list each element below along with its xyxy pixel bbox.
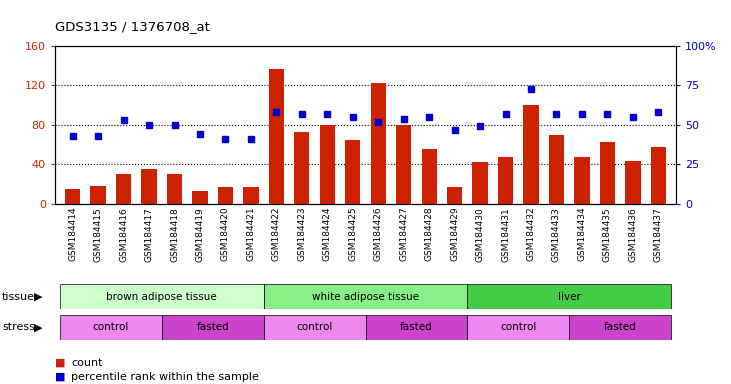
Text: ▶: ▶ xyxy=(34,291,42,302)
Text: ■: ■ xyxy=(55,358,65,368)
Bar xyxy=(60,284,264,309)
Bar xyxy=(366,315,467,340)
Bar xyxy=(319,125,335,204)
Text: fasted: fasted xyxy=(604,322,637,333)
Bar xyxy=(294,132,309,204)
Bar xyxy=(269,69,284,204)
Text: GSM184425: GSM184425 xyxy=(348,207,357,262)
Text: GSM184426: GSM184426 xyxy=(374,207,383,262)
Bar xyxy=(264,284,467,309)
Text: GSM184437: GSM184437 xyxy=(654,207,663,262)
Text: GSM184414: GSM184414 xyxy=(68,207,77,262)
Text: GDS3135 / 1376708_at: GDS3135 / 1376708_at xyxy=(55,20,210,33)
Text: GSM184432: GSM184432 xyxy=(526,207,536,262)
Text: percentile rank within the sample: percentile rank within the sample xyxy=(71,372,259,382)
Text: GSM184416: GSM184416 xyxy=(119,207,128,262)
Text: tissue: tissue xyxy=(2,291,35,302)
Text: GSM184433: GSM184433 xyxy=(552,207,561,262)
Text: control: control xyxy=(500,322,537,333)
Text: count: count xyxy=(71,358,102,368)
Text: GSM184431: GSM184431 xyxy=(501,207,510,262)
Text: GSM184419: GSM184419 xyxy=(195,207,205,262)
Bar xyxy=(467,284,671,309)
Text: GSM184427: GSM184427 xyxy=(399,207,408,262)
Text: GSM184428: GSM184428 xyxy=(425,207,433,262)
Bar xyxy=(575,157,590,204)
Text: GSM184415: GSM184415 xyxy=(94,207,102,262)
Text: control: control xyxy=(93,322,129,333)
Bar xyxy=(472,162,488,204)
Bar xyxy=(625,161,640,204)
Bar xyxy=(243,187,259,204)
Text: stress: stress xyxy=(2,322,35,333)
Bar xyxy=(371,83,386,204)
Text: brown adipose tissue: brown adipose tissue xyxy=(107,291,217,302)
Bar xyxy=(60,315,162,340)
Text: GSM184429: GSM184429 xyxy=(450,207,459,262)
Bar xyxy=(599,142,615,204)
Text: control: control xyxy=(296,322,333,333)
Text: GSM184436: GSM184436 xyxy=(629,207,637,262)
Text: GSM184435: GSM184435 xyxy=(603,207,612,262)
Text: GSM184434: GSM184434 xyxy=(577,207,586,262)
Text: fasted: fasted xyxy=(400,322,433,333)
Text: fasted: fasted xyxy=(197,322,229,333)
Bar xyxy=(141,169,156,204)
Bar xyxy=(569,315,671,340)
Text: GSM184420: GSM184420 xyxy=(221,207,230,262)
Bar xyxy=(422,149,437,204)
Text: GSM184423: GSM184423 xyxy=(298,207,306,262)
Bar xyxy=(345,139,360,204)
Bar xyxy=(192,191,208,204)
Bar xyxy=(162,315,264,340)
Text: GSM184421: GSM184421 xyxy=(246,207,255,262)
Bar xyxy=(467,315,569,340)
Text: ▶: ▶ xyxy=(34,322,42,333)
Text: GSM184422: GSM184422 xyxy=(272,207,281,262)
Bar xyxy=(523,105,539,204)
Bar xyxy=(91,186,106,204)
Bar xyxy=(498,157,513,204)
Bar xyxy=(447,187,462,204)
Bar xyxy=(549,135,564,204)
Text: GSM184417: GSM184417 xyxy=(145,207,154,262)
Bar xyxy=(116,174,132,204)
Text: white adipose tissue: white adipose tissue xyxy=(312,291,419,302)
Bar xyxy=(396,125,412,204)
Bar xyxy=(651,147,666,204)
Bar xyxy=(65,189,80,204)
Bar xyxy=(218,187,233,204)
Text: GSM184424: GSM184424 xyxy=(323,207,332,262)
Bar xyxy=(264,315,366,340)
Bar xyxy=(167,174,182,204)
Text: ■: ■ xyxy=(55,372,65,382)
Text: GSM184430: GSM184430 xyxy=(476,207,485,262)
Text: liver: liver xyxy=(558,291,580,302)
Text: GSM184418: GSM184418 xyxy=(170,207,179,262)
